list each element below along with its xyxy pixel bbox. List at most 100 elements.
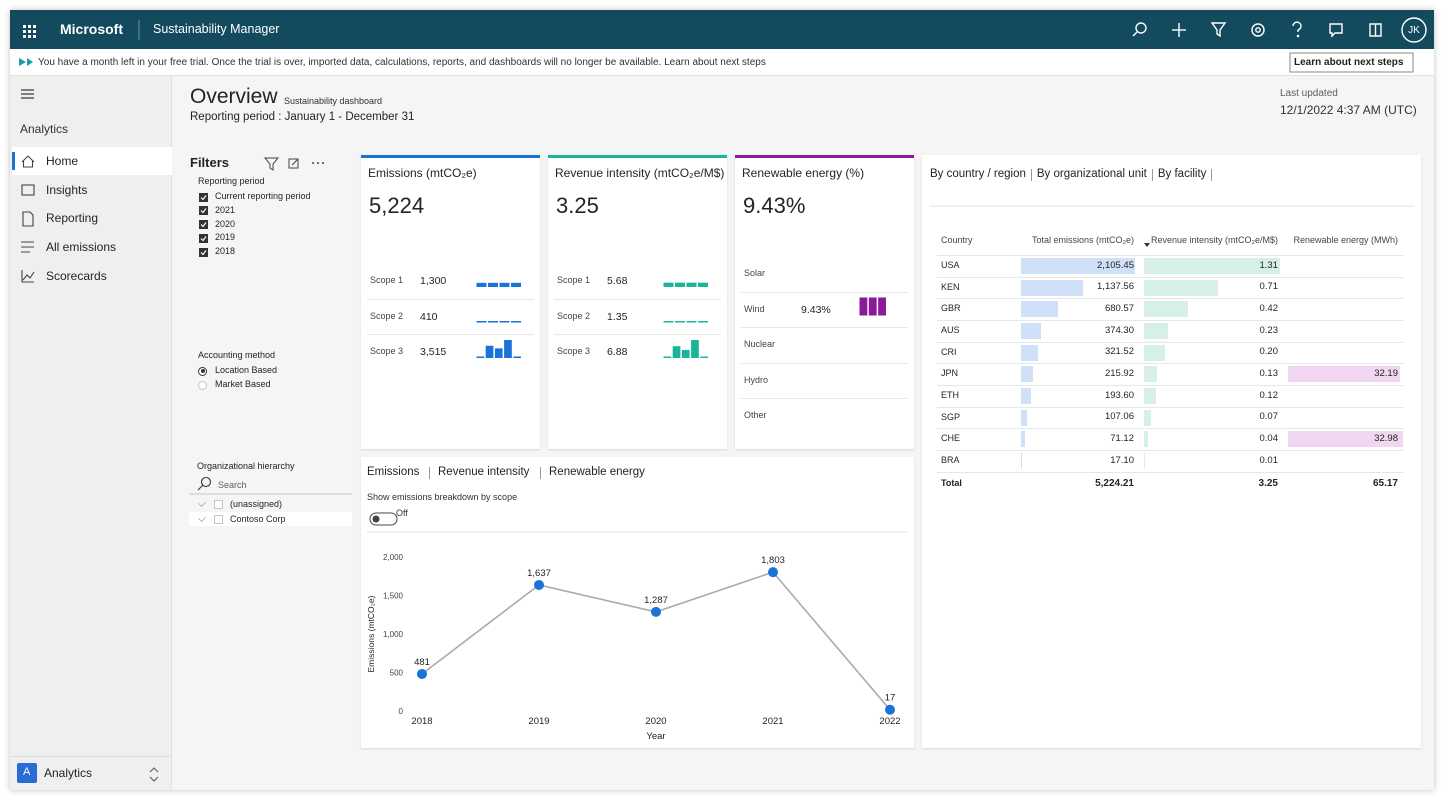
filter-pane-icon[interactable]	[263, 157, 280, 171]
data-bar	[1288, 366, 1401, 383]
checkbox[interactable]	[199, 233, 208, 243]
table-tab[interactable]: By organizational unit	[1036, 167, 1147, 180]
expand-icon[interactable]	[288, 158, 299, 169]
total-value: 65.17	[1372, 477, 1398, 489]
nav-divider	[10, 756, 172, 757]
row-label: Scope 1	[557, 275, 591, 286]
checkbox[interactable]	[214, 514, 223, 524]
chart-tab[interactable]: Emissions	[367, 465, 420, 478]
data-bar	[1144, 344, 1165, 361]
sort-caret[interactable]	[1144, 243, 1150, 247]
cell-value: 0.13	[1259, 368, 1279, 380]
book-icon[interactable]	[1369, 23, 1382, 37]
avatar-ring[interactable]	[1401, 17, 1427, 43]
filter-icon[interactable]	[1210, 22, 1227, 38]
row-value: 6.88	[607, 346, 628, 359]
search-icon[interactable]	[1132, 22, 1147, 37]
filter-option[interactable]: 2018	[215, 246, 236, 257]
tree-item[interactable]: Contoso Corp	[230, 513, 286, 524]
hamburger[interactable]	[21, 89, 34, 99]
row-separator	[741, 291, 908, 293]
checkbox[interactable]	[199, 206, 208, 216]
row-separator	[741, 362, 908, 364]
reporting-period: Reporting period : January 1 - December …	[190, 110, 415, 123]
row-label: Scope 1	[370, 275, 404, 286]
tab-divider	[429, 467, 430, 479]
chart-tab[interactable]: Revenue intensity	[438, 465, 530, 478]
area-switcher[interactable]	[149, 767, 159, 782]
hierarchy-row-bg	[189, 512, 352, 526]
table-tab[interactable]: By country / region	[930, 167, 1026, 180]
column-header[interactable]: Total emissions (mtCO₂e)	[1031, 235, 1134, 246]
area-badge[interactable]	[17, 763, 37, 783]
country: SGP	[941, 411, 961, 422]
row-separator	[937, 406, 1404, 408]
tab-divider	[1211, 169, 1213, 181]
country: BRA	[941, 454, 960, 465]
chat-icon[interactable]	[1329, 23, 1343, 38]
checkbox[interactable]	[199, 220, 208, 230]
data-bar	[1021, 322, 1042, 339]
checkbox[interactable]	[214, 500, 223, 509]
row-separator	[937, 320, 1404, 322]
country: ETH	[941, 389, 959, 400]
data-bar	[1021, 344, 1039, 361]
data-bar	[1021, 409, 1027, 426]
cell-value: 321.52	[1104, 346, 1134, 358]
row-value: 1.35	[607, 310, 628, 323]
app-name: Sustainability Manager	[153, 22, 280, 37]
radio-dot	[200, 369, 205, 373]
table-tab[interactable]: By facility	[1157, 167, 1207, 180]
filter-option[interactable]: Market Based	[215, 379, 271, 390]
search-placeholder[interactable]: Search	[218, 480, 247, 491]
cell-value: 17.10	[1110, 454, 1134, 466]
filter-option[interactable]: Location Based	[215, 365, 278, 376]
row-separator	[937, 385, 1404, 387]
row-separator	[367, 334, 534, 336]
tree-item[interactable]: (unassigned)	[230, 499, 283, 510]
banner-button-label[interactable]: Learn about next steps	[1294, 56, 1404, 68]
avatar[interactable]: JK	[1408, 24, 1420, 36]
checkbox[interactable]	[199, 247, 208, 257]
new-icon[interactable]	[1172, 23, 1186, 37]
nav-active-bar	[12, 152, 15, 170]
area-badge-label[interactable]: A	[23, 765, 31, 778]
column-header[interactable]: Revenue intensity (mtCO₂e/M$)	[1151, 235, 1279, 246]
help-icon[interactable]	[1292, 21, 1302, 38]
column-header[interactable]: Renewable energy (MWh)	[1293, 235, 1398, 246]
data-bar	[1144, 279, 1218, 296]
cell-value: 680.57	[1104, 303, 1134, 315]
card-accent	[735, 155, 914, 158]
chart-tab[interactable]: Renewable energy	[549, 465, 645, 478]
banner-icon	[19, 58, 33, 66]
filter-option[interactable]: 2021	[215, 204, 236, 215]
total-value: 5,224.21	[1095, 477, 1134, 489]
nav-item[interactable]: All emissions	[46, 240, 117, 254]
nav-item[interactable]: Home	[46, 153, 79, 168]
nav-item[interactable]: Scorecards	[46, 268, 107, 283]
banner-button[interactable]	[1289, 52, 1414, 73]
filter-option[interactable]: 2019	[215, 232, 236, 243]
checkbox[interactable]	[199, 192, 208, 202]
filter-option[interactable]: Current reporting period	[215, 191, 311, 202]
card-title: Emissions (mtCO₂e)	[368, 166, 477, 181]
app-launcher[interactable]	[23, 25, 36, 38]
radio[interactable]	[198, 366, 207, 376]
nav-item[interactable]: Reporting	[46, 211, 99, 226]
column-header: Country	[941, 235, 973, 246]
row-separator	[741, 398, 908, 400]
data-bar	[1021, 279, 1083, 296]
tab-divider	[1030, 169, 1032, 181]
scorecards-icon	[21, 270, 35, 283]
filter-option[interactable]: 2020	[215, 218, 236, 229]
radio[interactable]	[198, 380, 207, 390]
country: KEN	[941, 281, 960, 292]
nav-item[interactable]: Insights	[46, 182, 88, 197]
data-bar	[1144, 431, 1149, 448]
row-separator	[937, 298, 1404, 300]
area-name[interactable]: Analytics	[44, 766, 93, 781]
settings-icon[interactable]	[1251, 23, 1265, 37]
insights-icon	[21, 184, 35, 196]
more-icon[interactable]	[312, 162, 324, 164]
